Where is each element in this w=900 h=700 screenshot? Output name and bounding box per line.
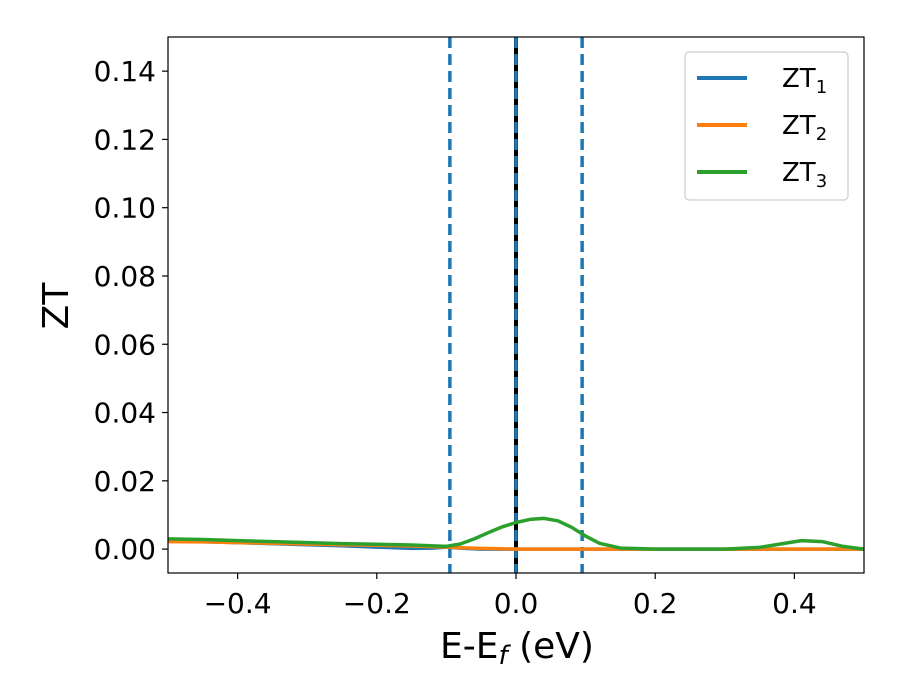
legend-label-ZT3: ZT3 xyxy=(782,158,827,192)
y-tick-label: 0.14 xyxy=(94,55,156,88)
plot-area xyxy=(167,36,865,574)
x-tick-label: −0.4 xyxy=(204,587,272,620)
y-tick-label: 0.00 xyxy=(94,533,156,566)
y-tick-label: 0.02 xyxy=(94,465,156,498)
y-tick-label: 0.08 xyxy=(94,260,156,293)
legend-label-ZT1: ZT1 xyxy=(782,64,827,98)
legend-label-ZT2: ZT2 xyxy=(782,111,827,145)
series-line-ZT3 xyxy=(168,516,864,551)
y-tick-label: 0.04 xyxy=(94,397,156,430)
x-tick-label: 0.0 xyxy=(494,587,539,620)
y-axis-label: ZT xyxy=(36,282,77,330)
x-axis-label: E-Ef (eV) xyxy=(440,626,594,671)
legend: ZT1 ZT2 ZT3 xyxy=(684,51,849,201)
x-tick-label: 0.4 xyxy=(772,587,817,620)
legend-box xyxy=(684,51,849,201)
axis-ticks: −0.4 −0.2 0.0 0.2 0.4 0.00 0.02 0.04 0.06 0.08 0.1… xyxy=(94,55,817,620)
y-tick-label: 0.10 xyxy=(94,192,156,225)
y-tick-label: 0.06 xyxy=(94,328,156,361)
x-tick-label: 0.2 xyxy=(633,587,678,620)
x-tick-label: −0.2 xyxy=(343,587,411,620)
y-tick-label: 0.12 xyxy=(94,123,156,156)
